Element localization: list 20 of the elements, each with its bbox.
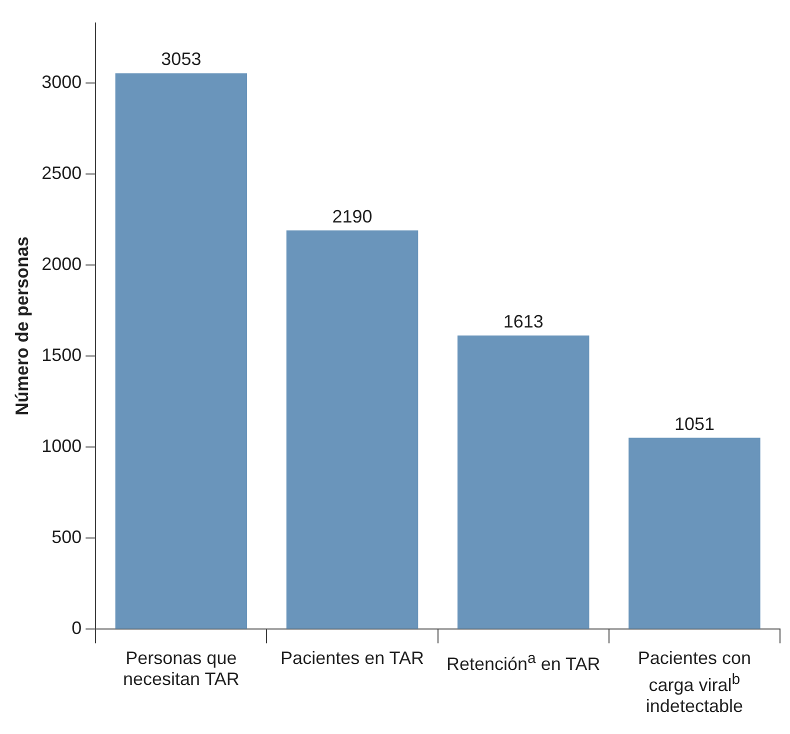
y-tick-label: 2500 (42, 162, 82, 183)
y-tick-label: 1500 (42, 345, 82, 366)
data-label: 3053 (161, 49, 202, 70)
data-label: 1051 (674, 414, 714, 434)
data-label: 1613 (503, 311, 544, 332)
y-tick-label: 0 (72, 618, 82, 638)
bar (115, 73, 248, 629)
bar (286, 230, 418, 629)
data-label: 2190 (332, 206, 372, 226)
x-tick-label: Pacientes con carga viral$^{b}$ indetectable (636, 648, 752, 717)
bar (628, 438, 760, 629)
bar (457, 335, 590, 629)
y-axis-title: Número de personas (12, 236, 32, 416)
x-tick-label: Personas que necesitan TAR (122, 648, 240, 690)
x-tick-label: Pacientes en TAR (280, 648, 425, 669)
y-tick-label: 500 (52, 527, 82, 548)
y-tick-label: 2000 (42, 254, 82, 274)
y-tick-label: 1000 (42, 436, 82, 456)
x-tick-label: Retención$^{a}$ en TAR (445, 649, 602, 675)
y-tick-label: 3000 (42, 72, 82, 92)
